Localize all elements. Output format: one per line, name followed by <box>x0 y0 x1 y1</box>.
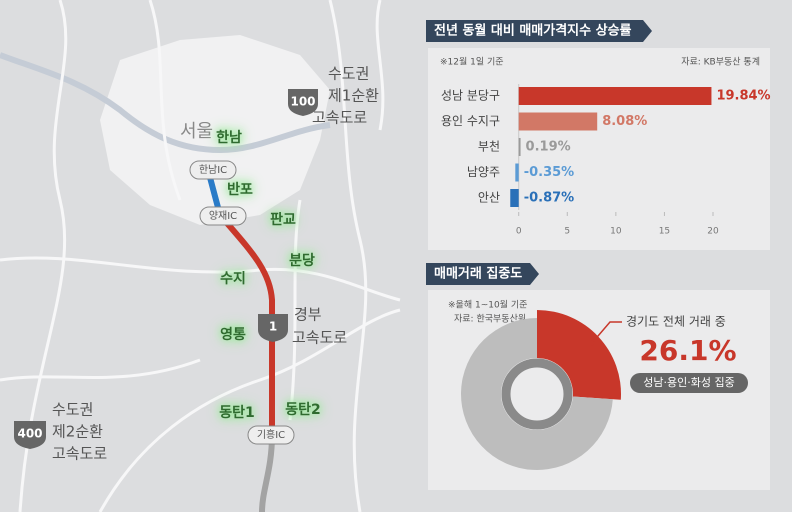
area-label: 동탄2 <box>285 401 321 418</box>
value-label: 8.08% <box>602 114 647 129</box>
source: 자료: 한국부동산원 <box>454 314 526 325</box>
highway-name: 제1순환 <box>328 87 379 105</box>
leader-dot <box>589 340 595 346</box>
panel <box>428 48 770 250</box>
title-tag <box>426 20 652 42</box>
highway-shield <box>14 421 46 449</box>
category-label: 남양주 <box>467 165 500 179</box>
bar <box>518 138 521 156</box>
seoul-area <box>100 35 330 225</box>
value-label: 26.1% <box>639 334 736 367</box>
note: ※12월 1일 기준 <box>440 56 504 68</box>
area-label: 한남 <box>216 129 242 146</box>
area-label: 분당 <box>289 252 315 269</box>
chart-title: 전년 동월 대비 매매가격지수 상승률 <box>434 23 632 39</box>
category-label: 안산 <box>478 191 500 205</box>
bar <box>518 87 712 105</box>
category-label: 부천 <box>478 139 500 154</box>
river <box>0 52 331 154</box>
highway-number: 400 <box>17 427 42 441</box>
bar <box>518 112 598 131</box>
x-tick-label: 20 <box>707 227 719 237</box>
charts: 전년 동월 대비 매매가격지수 상승률 ※12월 1일 기준 자료: KB부동산… <box>426 20 771 490</box>
ic-badge <box>189 160 237 180</box>
donut-ring <box>501 358 573 430</box>
route-gyeongbu <box>217 213 275 435</box>
value-label: -0.35% <box>524 165 575 180</box>
ic-badge <box>199 206 247 226</box>
highway-number: 1 <box>269 320 277 334</box>
highway-name: 제2순환 <box>52 423 103 441</box>
category-label: 용인 수지구 <box>441 114 500 128</box>
highway-name: 고속도로 <box>312 109 367 127</box>
pie-slice <box>537 310 621 400</box>
title-tag <box>426 263 539 285</box>
highway-shield <box>288 89 318 116</box>
roads <box>0 0 401 512</box>
x-tick-label: 0 <box>516 227 522 237</box>
highway-name: 고속도로 <box>292 329 347 347</box>
ic-label: 양재IC <box>209 210 237 222</box>
highway-name: 수도권 <box>52 401 93 419</box>
highway-shield <box>258 314 288 342</box>
highway-name: 경부 <box>294 306 322 324</box>
value-label: 0.19% <box>526 140 571 155</box>
bar <box>510 189 519 207</box>
ic-badge <box>247 425 295 445</box>
area-label: 반포 <box>227 181 253 198</box>
bar <box>515 163 519 182</box>
x-tick-label: 10 <box>610 227 622 237</box>
map: 서울 한남 반포 판교 분당 수지 영통 동탄1 동탄2 한남IC 양재IC 기… <box>0 0 401 512</box>
area-label: 영통 <box>220 326 246 343</box>
badge-label: 성남·용인·화성 집중 <box>643 376 734 389</box>
source: 자료: KB부동산 통계 <box>681 56 760 68</box>
highway-number: 100 <box>290 95 315 109</box>
x-tick-label: 5 <box>564 227 570 237</box>
x-tick-label: 15 <box>659 227 670 237</box>
area-label: 동탄1 <box>219 404 255 421</box>
city-label: 서울 <box>180 121 213 142</box>
annotation: 경기도 전체 거래 중 <box>626 315 726 329</box>
value-label: -0.87% <box>524 191 575 206</box>
note: ※올해 1~10월 기준 <box>448 299 527 311</box>
value-label: 19.84% <box>716 89 770 104</box>
pie-slice <box>460 318 613 470</box>
highway-name: 수도권 <box>328 65 369 83</box>
badge <box>630 373 748 393</box>
category-label: 성남 분당구 <box>441 89 500 103</box>
leader-line <box>591 321 622 344</box>
ic-label: 한남IC <box>199 164 227 176</box>
chart-title: 매매거래 집중도 <box>434 267 522 282</box>
ic-label: 기흥IC <box>257 428 285 441</box>
highway-name: 고속도로 <box>52 445 107 463</box>
area-label: 판교 <box>270 212 296 228</box>
area-label: 수지 <box>220 271 246 287</box>
